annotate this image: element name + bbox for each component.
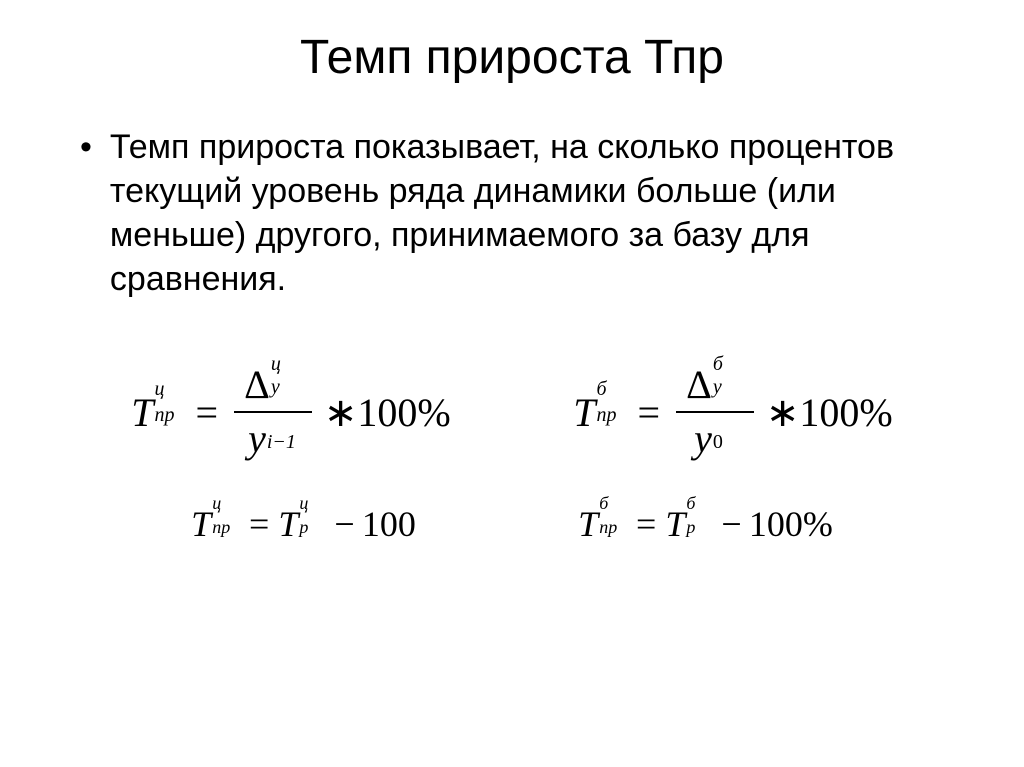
times-100: ∗100%	[324, 389, 451, 436]
fraction-base: Δ б у у 0	[676, 361, 754, 463]
equals: =	[636, 503, 656, 545]
hundred-pct: 100%	[749, 503, 833, 545]
bullet-item: • Темп прироста показывает, на сколько п…	[50, 125, 974, 301]
minus: −	[721, 503, 741, 545]
var-T-chain: Т ц пр	[131, 389, 153, 436]
slide: Темп прироста Тпр • Темп прироста показы…	[0, 0, 1024, 767]
formula-row-1: Т ц пр = Δ ц у y i−1	[50, 361, 974, 463]
formula-row-2: Т ц пр = Т ц р − 100 Т б пр = Т б	[50, 503, 974, 545]
var-T-chain-r: Т ц р	[278, 503, 298, 545]
var-y-0: у 0	[694, 415, 712, 463]
formula-chain-tspr: Т ц пр = Δ ц у y i−1	[131, 361, 450, 463]
minus: −	[334, 503, 354, 545]
var-T-base-pr: Т б пр	[578, 503, 598, 545]
delta-chain: Δ ц у	[244, 361, 270, 409]
slide-title: Темп прироста Тпр	[50, 30, 974, 85]
times-100: ∗100%	[766, 389, 893, 436]
formula-chain-alt: Т ц пр = Т ц р − 100	[191, 503, 416, 545]
formula-base-alt: Т б пр = Т б р − 100%	[578, 503, 833, 545]
var-T-base: Т б пр	[573, 389, 595, 436]
var-y-i-1: y i−1	[248, 415, 266, 463]
var-T-chain-pr: Т ц пр	[191, 503, 211, 545]
formula-base-tspr: Т б пр = Δ б у у 0	[573, 361, 892, 463]
bullet-text: Темп прироста показывает, на сколько про…	[110, 125, 944, 301]
equals: =	[638, 389, 661, 436]
var-T-base-r: Т б р	[665, 503, 685, 545]
delta-base: Δ б у	[686, 361, 712, 409]
hundred: 100	[362, 503, 416, 545]
equals: =	[249, 503, 269, 545]
equals: =	[196, 389, 219, 436]
bullet-marker: •	[80, 125, 92, 169]
fraction-chain: Δ ц у y i−1	[234, 361, 312, 463]
